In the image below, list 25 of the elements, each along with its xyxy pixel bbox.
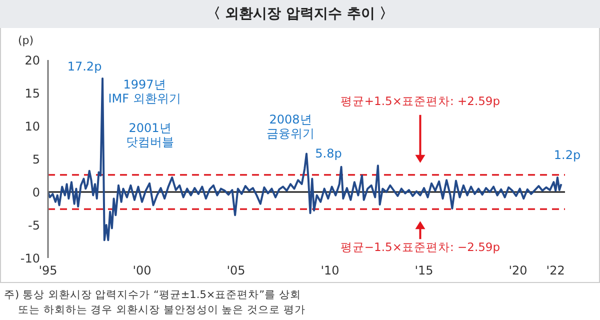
y-tick-label: -5 xyxy=(28,218,40,232)
x-tick-label: '10 xyxy=(320,264,340,278)
text: 주) 통상 외환시장 압력지수가 “평균±1.5×표준편차”를 상회 또는 하회하는 경우 외환시장 불안정성이 높은 것으로 평가 xyxy=(4,288,306,318)
y-axis-title: (p) xyxy=(18,34,34,47)
ref-line-label: 평균−1.5×표준편차: −2.59p xyxy=(340,240,500,254)
chart-title: 〈 외환시장 압력지수 추이 〉 xyxy=(0,0,600,28)
x-tick-label: '05 xyxy=(226,264,246,278)
annotation: 5.8p xyxy=(315,146,342,161)
x-tick-label: '95 xyxy=(38,264,58,278)
x-tick-label: '15 xyxy=(414,264,434,278)
y-tick-label: -10 xyxy=(20,251,40,266)
annotation: 1997년 IMF 외환위기 xyxy=(108,77,181,106)
annotation: 2001년 닷컴버블 xyxy=(126,121,174,149)
annotation: 1.2p xyxy=(554,148,581,162)
x-tick-label: '20 xyxy=(508,264,528,278)
annotation: 17.2p xyxy=(67,59,102,74)
x-tick-label: '00 xyxy=(132,264,152,278)
x-tick-label: '22 xyxy=(546,264,565,278)
y-tick-label: 0 xyxy=(32,185,40,200)
ref-line-label: 평균+1.5×표준편차: +2.59p xyxy=(340,94,500,108)
annotation: 2008년 금융위기 xyxy=(266,112,314,141)
y-tick-label: 20 xyxy=(24,53,40,68)
y-tick-label: 15 xyxy=(24,86,40,100)
y-tick-label: 10 xyxy=(24,119,40,134)
y-tick-label: 5 xyxy=(32,152,40,166)
